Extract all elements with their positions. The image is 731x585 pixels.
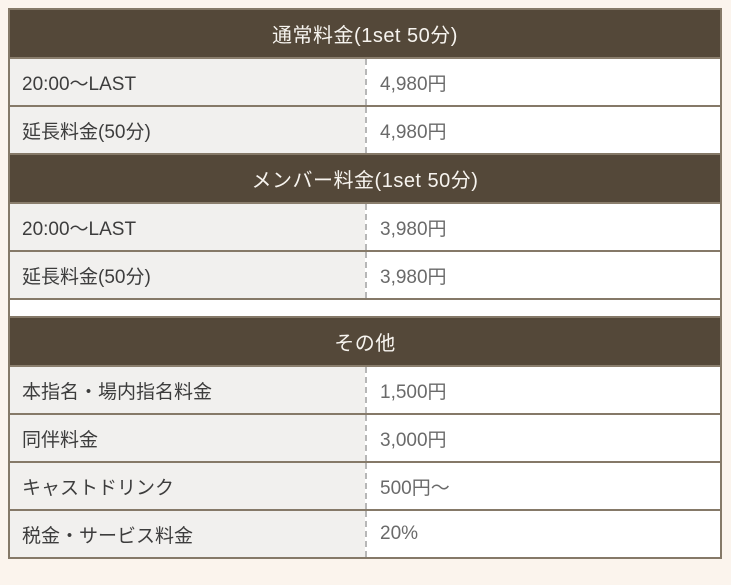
row-label: 同伴料金 [10,415,365,461]
table-row: 税金・サービス料金 20% [10,509,720,557]
row-value: 3,000円 [365,415,720,461]
row-label: キャストドリンク [10,463,365,509]
row-value: 3,980円 [365,252,720,298]
row-label: 20:00〜LAST [10,204,365,250]
row-value: 20% [365,511,720,557]
row-value: 500円〜 [365,463,720,509]
section-header-regular-price: 通常料金(1set 50分) [10,10,720,57]
table-row: 同伴料金 3,000円 [10,413,720,461]
table-row: 延長料金(50分) 3,980円 [10,250,720,298]
row-value: 4,980円 [365,59,720,105]
section-header-other: その他 [10,316,720,365]
table-row: 20:00〜LAST 3,980円 [10,202,720,250]
row-value: 1,500円 [365,367,720,413]
table-row: 延長料金(50分) 4,980円 [10,105,720,153]
row-value: 4,980円 [365,107,720,153]
row-label: 延長料金(50分) [10,107,365,153]
row-label: 本指名・場内指名料金 [10,367,365,413]
spacer-row [10,298,720,316]
table-row: 本指名・場内指名料金 1,500円 [10,365,720,413]
section-header-member-price-label: メンバー料金(1set 50分) [251,170,479,192]
row-value: 3,980円 [365,204,720,250]
table-row: キャストドリンク 500円〜 [10,461,720,509]
row-label: 延長料金(50分) [10,252,365,298]
section-header-regular-price-label: 通常料金(1set 50分) [272,25,458,47]
section-header-member-price: メンバー料金(1set 50分) [10,153,720,202]
row-label: 20:00〜LAST [10,59,365,105]
price-table: 通常料金(1set 50分) 20:00〜LAST 4,980円 延長料金(50… [8,8,722,559]
row-label: 税金・サービス料金 [10,511,365,557]
section-header-other-label: その他 [334,333,396,355]
table-row: 20:00〜LAST 4,980円 [10,57,720,105]
